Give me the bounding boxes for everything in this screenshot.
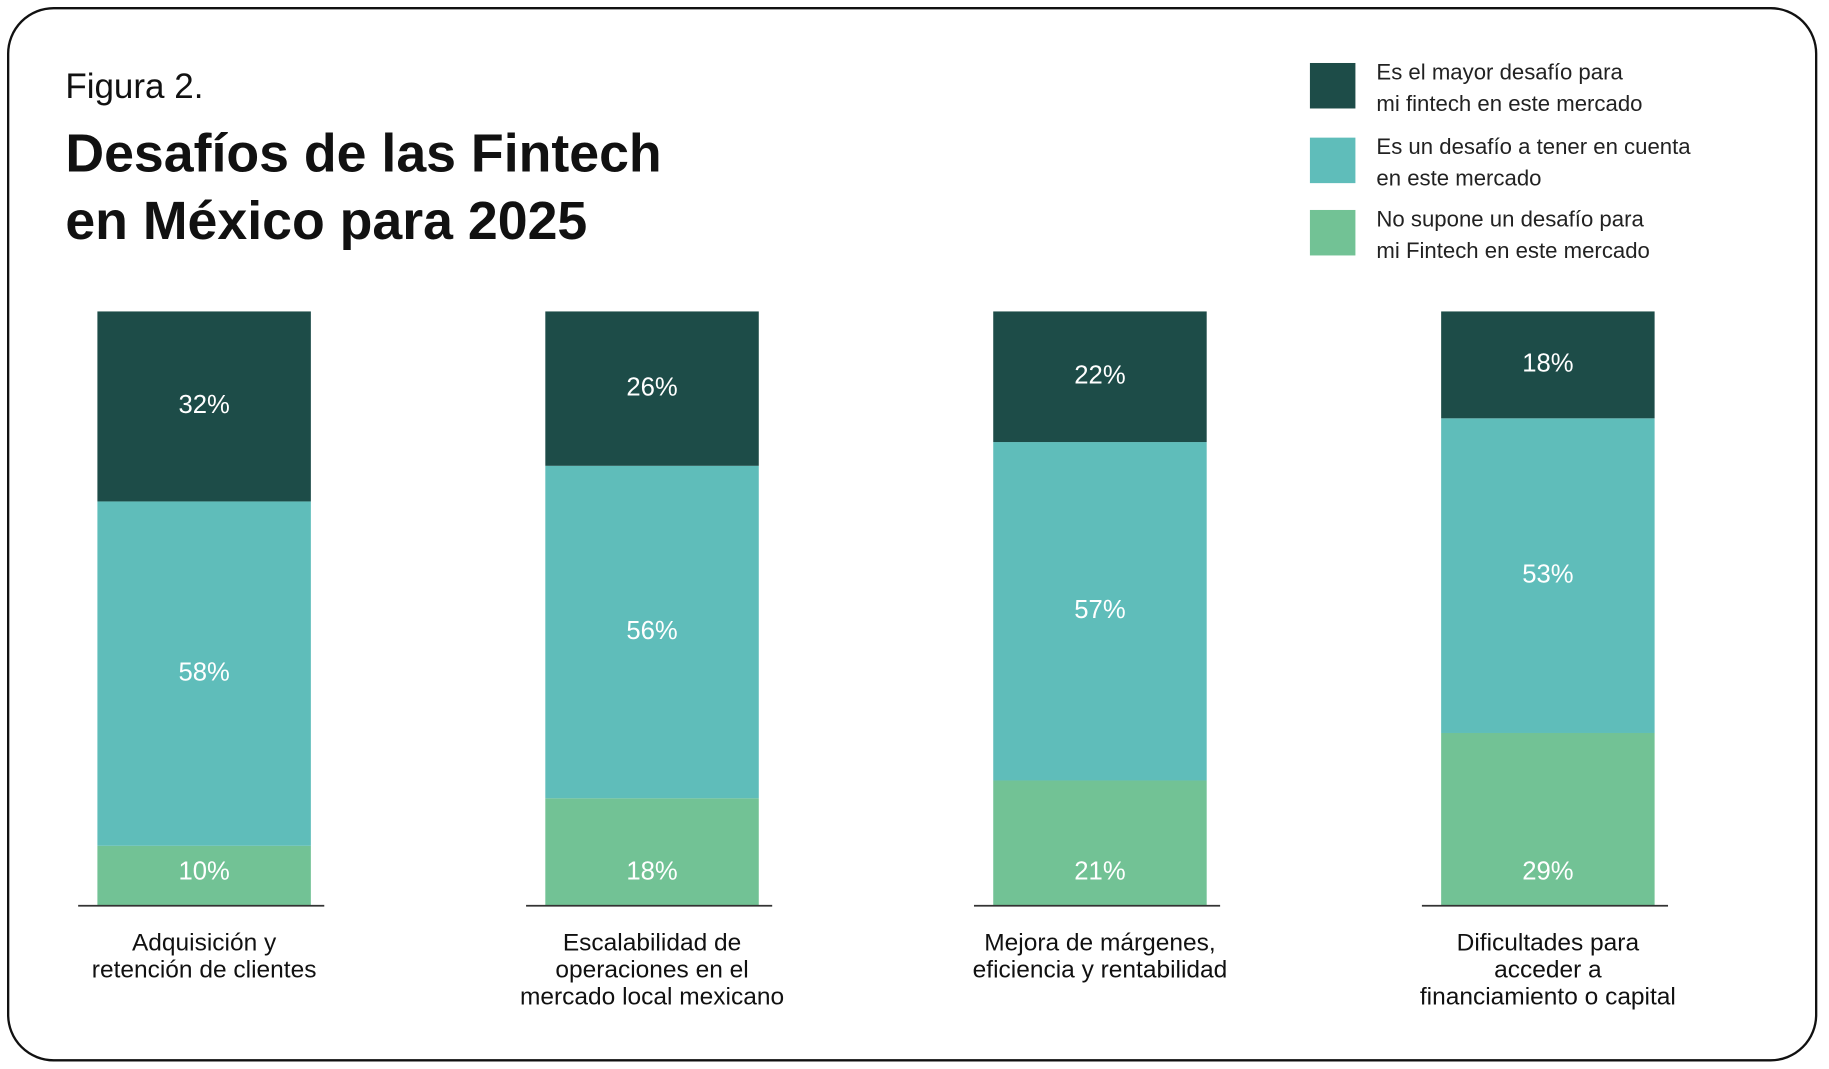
bar-segment — [545, 311, 759, 466]
bar-segment — [97, 311, 311, 502]
data-label: 57% — [1074, 596, 1125, 624]
data-label: 32% — [178, 391, 229, 419]
bar-segment — [993, 311, 1207, 443]
data-label: 26% — [626, 373, 677, 401]
card — [6, 6, 1818, 1062]
bar-segment — [97, 501, 311, 846]
bar-segment — [97, 845, 311, 906]
legend-swatch — [1309, 62, 1356, 109]
legend-label: Es el mayor desafío para mi fintech en e… — [1376, 60, 1643, 117]
data-label: 56% — [626, 617, 677, 645]
x-tick-label: Adquisición y retención de clientes — [91, 929, 317, 984]
bar-segment — [545, 798, 759, 906]
bar-segment — [993, 442, 1207, 781]
chart-title: Desafíos de las Fintech en México para 2… — [65, 122, 662, 251]
data-label: 58% — [178, 658, 229, 686]
data-label: 10% — [178, 857, 229, 885]
data-label: 18% — [626, 857, 677, 885]
data-label: 53% — [1522, 560, 1573, 588]
data-label: 18% — [1522, 350, 1573, 378]
data-label: 29% — [1522, 857, 1573, 885]
bar-segment — [545, 465, 759, 799]
bar-segment — [993, 780, 1207, 906]
bar-segment — [1441, 311, 1655, 419]
data-label: 21% — [1074, 857, 1125, 885]
bar-segment — [1441, 418, 1655, 733]
bar-segment — [1441, 732, 1655, 906]
legend-label: Es un desafío a tener en cuenta en este … — [1376, 135, 1691, 192]
x-tick-label: Dificultades para acceder a financiamien… — [1419, 929, 1676, 1011]
legend-swatch — [1309, 209, 1356, 256]
x-tick-label: Mejora de márgenes, eficiencia y rentabi… — [972, 929, 1228, 984]
legend-swatch — [1309, 137, 1356, 184]
legend-label: No supone un desafío para mi Fintech en … — [1376, 207, 1650, 264]
figure-label: Figura 2. — [65, 67, 204, 107]
x-tick-label: Escalabilidad de operaciones en el merca… — [519, 929, 785, 1011]
data-label: 22% — [1074, 362, 1125, 390]
